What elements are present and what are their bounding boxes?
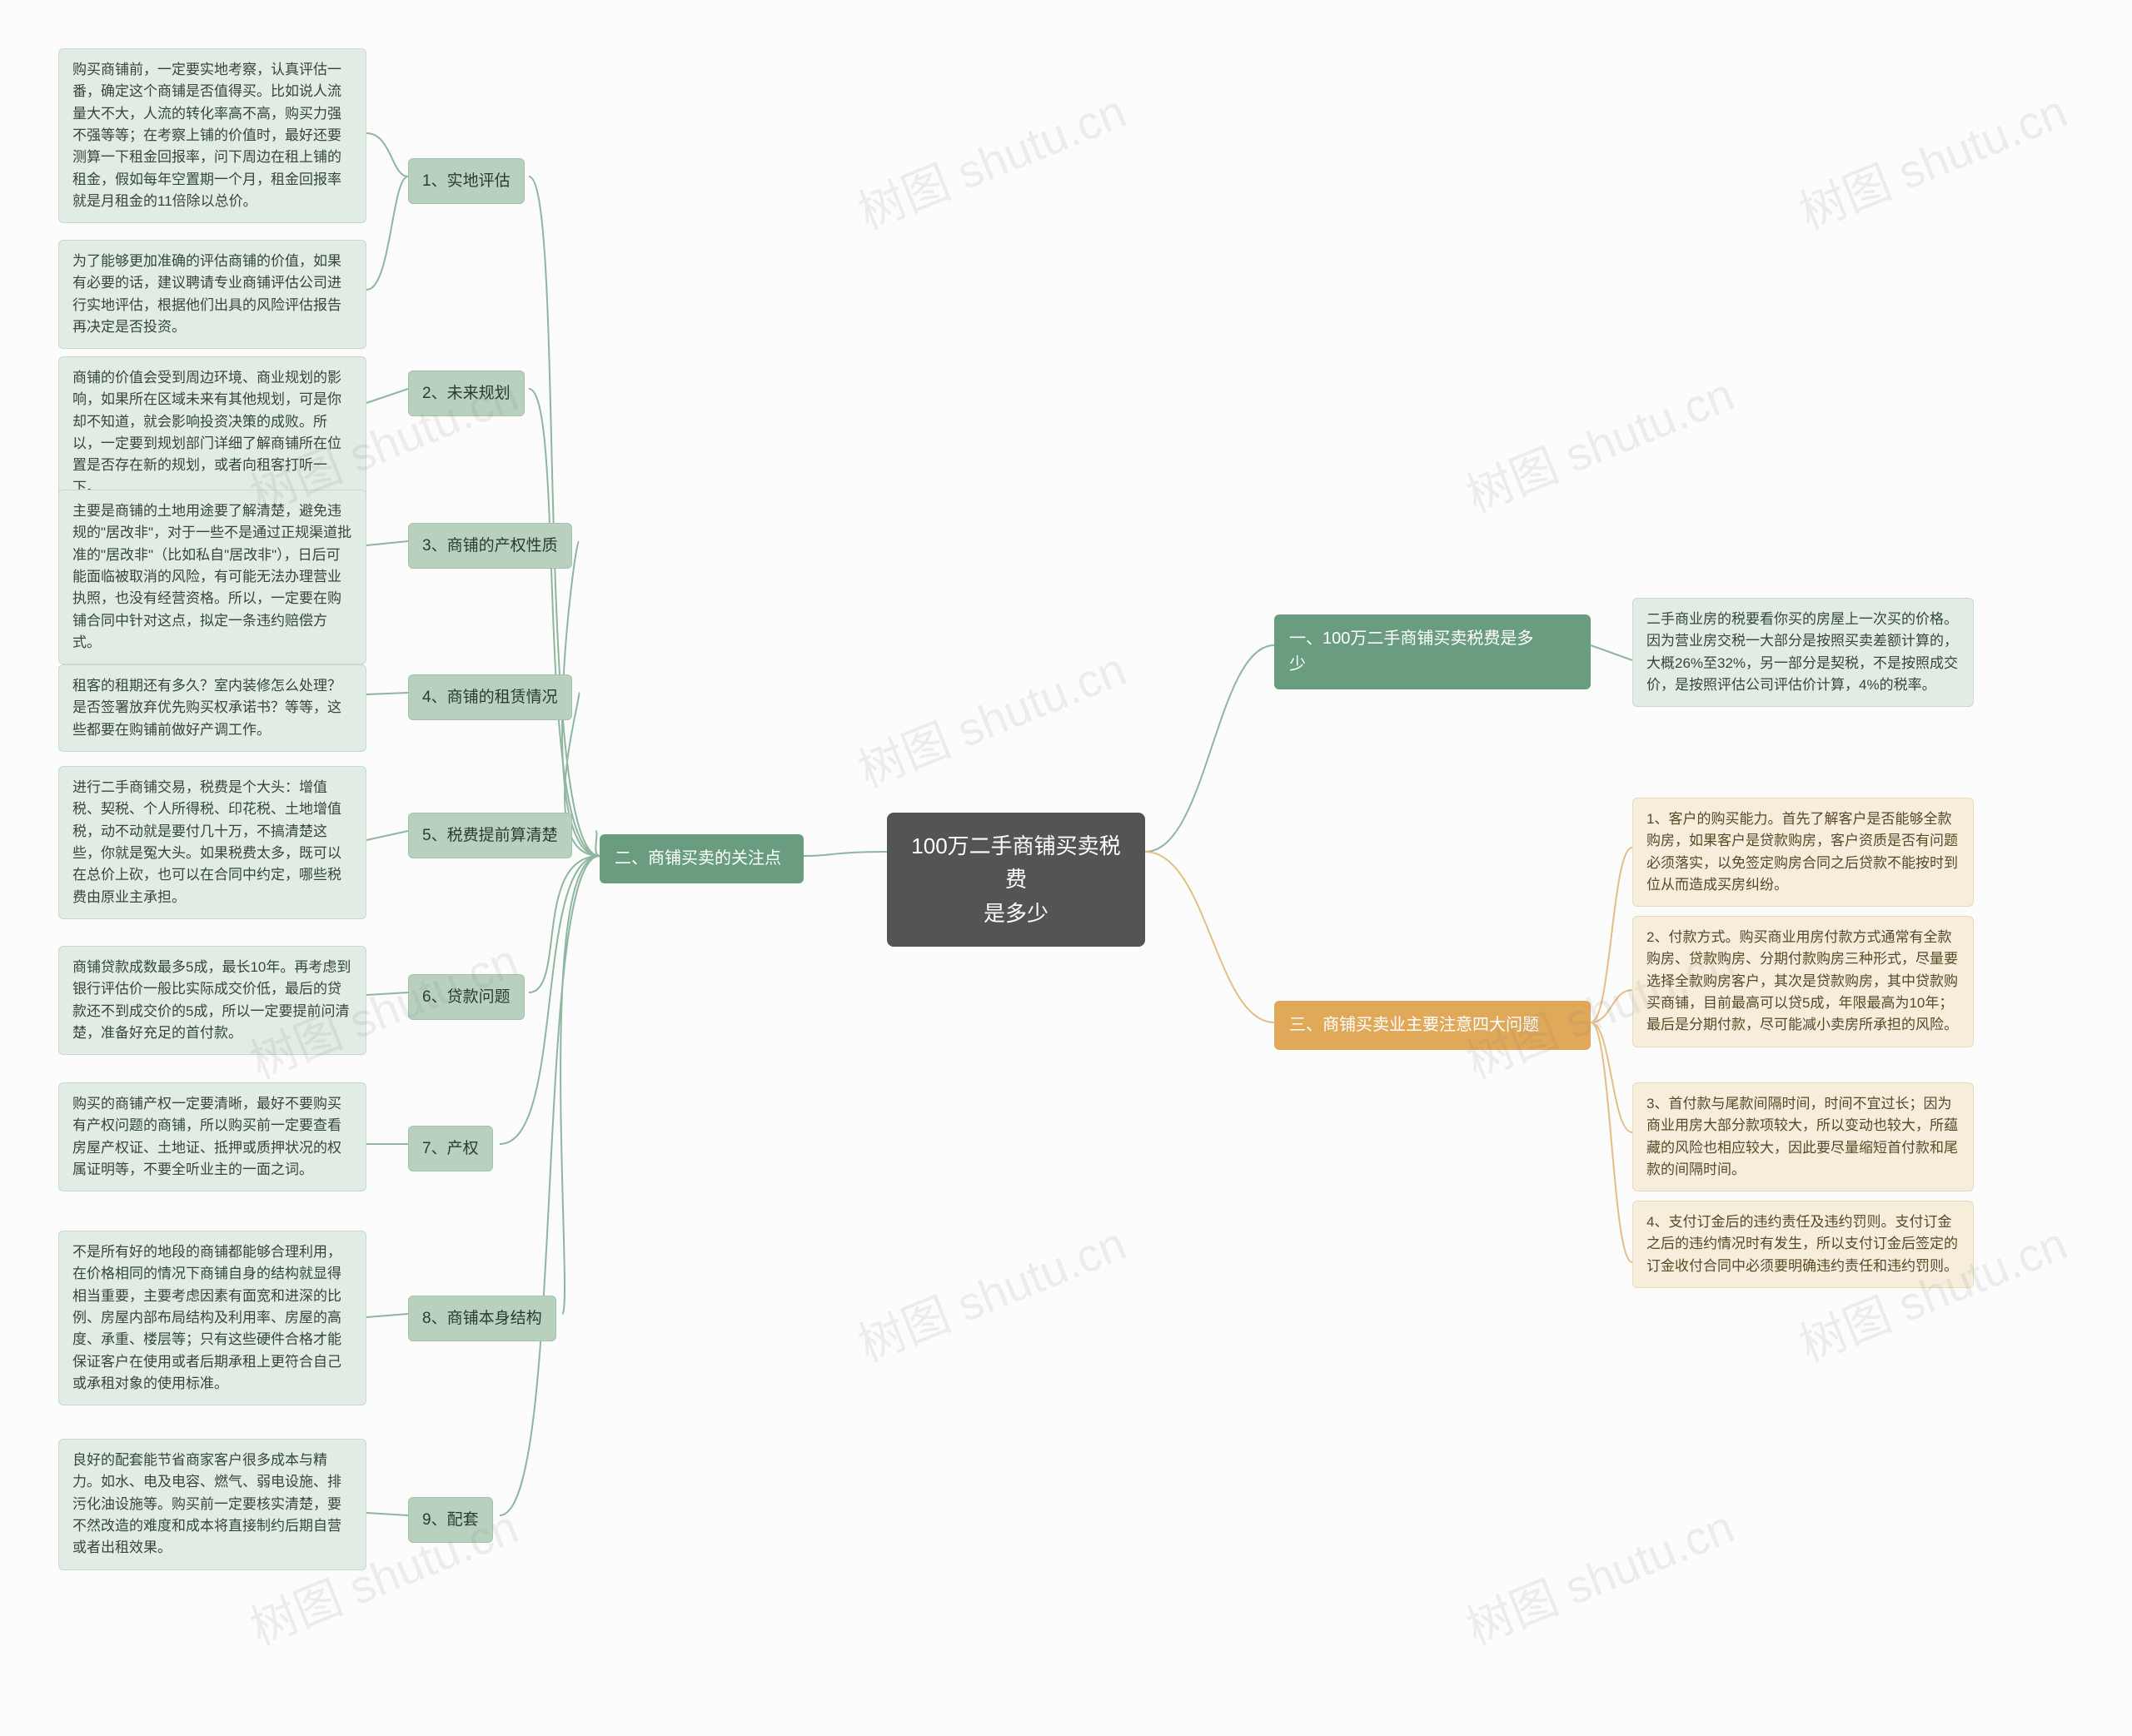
sub-3[interactable]: 3、商铺的产权性质 <box>408 523 572 569</box>
leaf-4[interactable]: 租客的租期还有多久？室内装修怎么处理？是否签署放弃优先购买权承诺书？等等，这些都… <box>58 664 366 752</box>
branch1-leaf[interactable]: 二手商业房的税要看你买的房屋上一次买的价格。因为营业房交税一大部分是按照买卖差额… <box>1632 598 1974 707</box>
mindmap-canvas: 100万二手商铺买卖税费 是多少 一、100万二手商铺买卖税费是多 少 二手商业… <box>0 0 2132 1736</box>
sub-1[interactable]: 1、实地评估 <box>408 158 525 204</box>
point-2[interactable]: 2、付款方式。购买商业用房付款方式通常有全款购房、贷款购房、分期付款购房三种形式… <box>1632 916 1974 1047</box>
sub-5[interactable]: 5、税费提前算清楚 <box>408 813 572 858</box>
sub-7[interactable]: 7、产权 <box>408 1126 493 1171</box>
watermark: 树图 shutu.cn <box>847 74 1134 242</box>
sub-4[interactable]: 4、商铺的租赁情况 <box>408 674 572 720</box>
point-1[interactable]: 1、客户的购买能力。首先了解客户是否能够全款购房，如果客户是贷款购房，客户资质是… <box>1632 798 1974 907</box>
branch-2[interactable]: 二、商铺买卖的关注点 <box>600 834 804 883</box>
leaf-8[interactable]: 不是所有好的地段的商铺都能够合理利用，在价格相同的情况下商铺自身的结构就显得相当… <box>58 1231 366 1405</box>
leaf-7[interactable]: 购买的商铺产权一定要清晰，最好不要购买有产权问题的商铺，所以购买前一定要查看房屋… <box>58 1082 366 1191</box>
watermark: 树图 shutu.cn <box>847 1206 1134 1375</box>
leaf-1a[interactable]: 购买商铺前，一定要实地考察，认真评估一番，确定这个商铺是否值得买。比如说人流量大… <box>58 48 366 223</box>
watermark: 树图 shutu.cn <box>1788 74 2075 242</box>
branch1-l2: 少 <box>1289 655 1306 674</box>
watermark: 树图 shutu.cn <box>847 632 1134 800</box>
leaf-6[interactable]: 商铺贷款成数最多5成，最长10年。再考虑到银行评估价一般比实际成交价低，最后的贷… <box>58 946 366 1055</box>
point-4[interactable]: 4、支付订金后的违约责任及违约罚则。支付订金之后的违约情况时有发生，所以支付订金… <box>1632 1201 1974 1288</box>
leaf-1b[interactable]: 为了能够更加准确的评估商铺的价值，如果有必要的话，建议聘请专业商铺评估公司进行实… <box>58 240 366 349</box>
branch-1[interactable]: 一、100万二手商铺买卖税费是多 少 <box>1274 614 1591 689</box>
watermark: 树图 shutu.cn <box>1455 357 1742 525</box>
branch-3[interactable]: 三、商铺买卖业主要注意四大问题 <box>1274 1001 1591 1050</box>
sub-8[interactable]: 8、商铺本身结构 <box>408 1296 556 1341</box>
root-node[interactable]: 100万二手商铺买卖税费 是多少 <box>887 813 1145 947</box>
sub-2[interactable]: 2、未来规划 <box>408 371 525 416</box>
branch1-l1: 一、100万二手商铺买卖税费是多 <box>1289 629 1533 648</box>
leaf-2[interactable]: 商铺的价值会受到周边环境、商业规划的影响，如果所在区域未来有其他规划，可是你却不… <box>58 356 366 510</box>
root-line2: 是多少 <box>984 901 1049 926</box>
watermark: 树图 shutu.cn <box>1455 1490 1742 1658</box>
root-line1: 100万二手商铺买卖税费 <box>911 833 1120 892</box>
leaf-3[interactable]: 主要是商铺的土地用途要了解清楚，避免违规的"居改非"，对于一些不是通过正规渠道批… <box>58 490 366 664</box>
point-3[interactable]: 3、首付款与尾款间隔时间，时间不宜过长；因为商业用房大部分款项较大，所以变动也较… <box>1632 1082 1974 1191</box>
sub-9[interactable]: 9、配套 <box>408 1497 493 1543</box>
leaf-5[interactable]: 进行二手商铺交易，税费是个大头：增值税、契税、个人所得税、印花税、土地增值税，动… <box>58 766 366 919</box>
sub-6[interactable]: 6、贷款问题 <box>408 974 525 1020</box>
leaf-9[interactable]: 良好的配套能节省商家客户很多成本与精力。如水、电及电容、燃气、弱电设施、排污化油… <box>58 1439 366 1570</box>
